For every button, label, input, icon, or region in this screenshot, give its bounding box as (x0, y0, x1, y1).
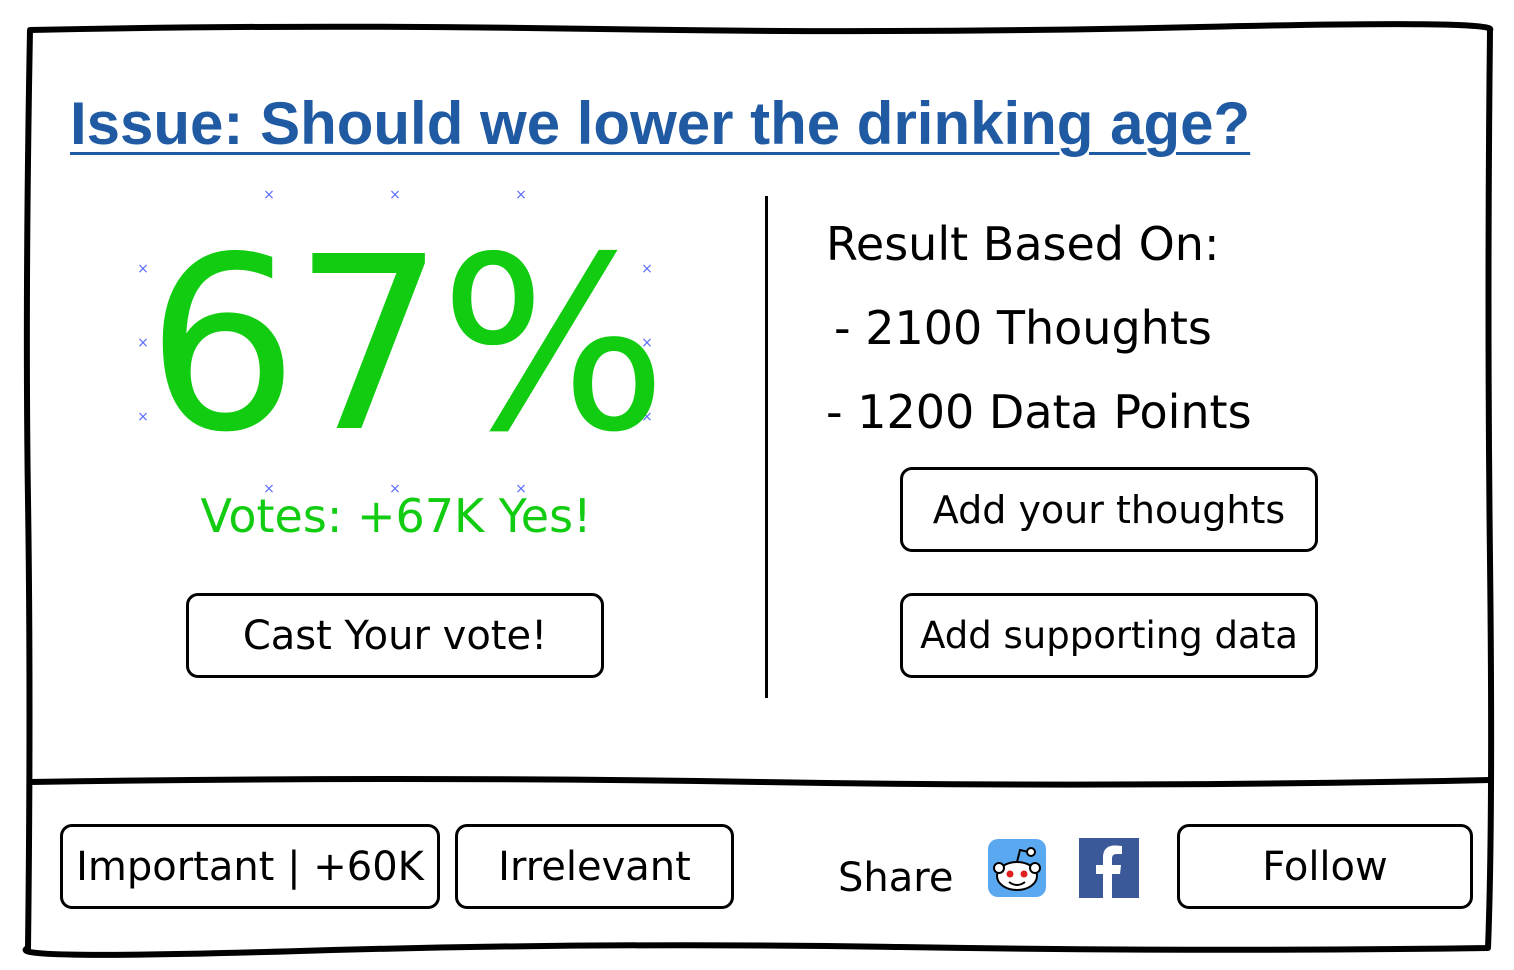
votes-count: Votes: +67K Yes! (200, 489, 592, 543)
reddit-icon[interactable] (987, 838, 1047, 898)
irrelevant-button[interactable]: Irrelevant (455, 824, 734, 909)
facebook-icon[interactable] (1079, 838, 1139, 898)
add-thoughts-button[interactable]: Add your thoughts (900, 467, 1318, 552)
data-points-count: - 1200 Data Points (826, 385, 1252, 439)
follow-label: Follow (1262, 843, 1388, 890)
share-label: Share (838, 855, 954, 901)
thoughts-count: - 2100 Thoughts (834, 301, 1212, 355)
add-data-button[interactable]: Add supporting data (900, 593, 1318, 678)
irrelevant-label: Irrelevant (498, 843, 691, 890)
add-data-label: Add supporting data (920, 614, 1298, 657)
cast-vote-button[interactable]: Cast Your vote! (186, 593, 604, 678)
result-basis-heading: Result Based On: (826, 217, 1220, 271)
vote-percentage: 67% (146, 205, 667, 485)
issue-title-link[interactable]: Issue: Should we lower the drinking age? (70, 90, 1251, 157)
cast-vote-label: Cast Your vote! (242, 612, 548, 659)
section-divider (765, 196, 768, 698)
important-label: Important | +60K (76, 843, 424, 890)
add-thoughts-label: Add your thoughts (932, 487, 1286, 532)
follow-button[interactable]: Follow (1177, 824, 1473, 909)
important-button[interactable]: Important | +60K (60, 824, 440, 909)
